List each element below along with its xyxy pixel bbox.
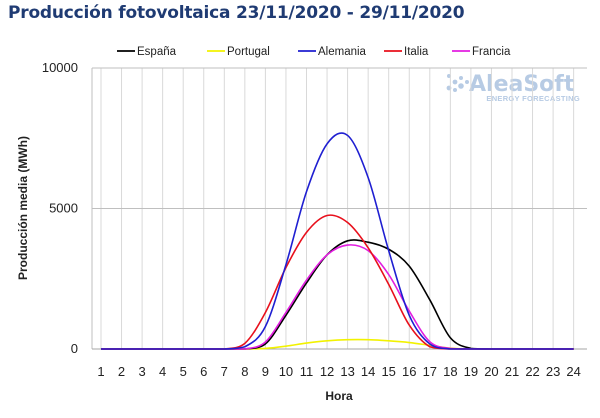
x-tick-label: 1: [97, 364, 104, 379]
x-tick-label: 20: [484, 364, 498, 379]
y-tick-label: 0: [71, 341, 78, 356]
legend-item-italia: Italia: [384, 46, 429, 58]
legend-item-alemania: Alemania: [298, 46, 367, 58]
x-tick-label: 7: [221, 364, 228, 379]
y-tick-labels: 0 5000 10000: [42, 60, 78, 356]
x-tick-label: 19: [464, 364, 478, 379]
legend-item-francia: Francia: [452, 46, 511, 58]
x-tick-label: 10: [279, 364, 293, 379]
legend-item-espana: España: [117, 46, 177, 58]
x-tick-label: 6: [200, 364, 207, 379]
legend-label: Italia: [404, 46, 429, 58]
x-tick-label: 23: [546, 364, 560, 379]
x-tick-labels: 1 2 3 4 5 6 7 8 9 10 11 12 13 14 15 16 17 18 19 20 21 22 23 24: [97, 364, 581, 379]
aleasoft-logo-subtitle: ENERGY FORECASTING: [486, 94, 580, 103]
x-axis-title: Hora: [325, 389, 353, 403]
x-tick-label: 24: [566, 364, 580, 379]
y-tick-label: 10000: [42, 60, 78, 75]
x-tick-label: 8: [241, 364, 248, 379]
x-tick-label: 12: [320, 364, 334, 379]
x-tick-label: 5: [180, 364, 187, 379]
x-tick-label: 2: [118, 364, 125, 379]
aleasoft-logo-text: AleaSoft: [469, 72, 575, 97]
x-tick-label: 15: [381, 364, 395, 379]
legend-label: Portugal: [227, 46, 270, 58]
x-tick-label: 3: [138, 364, 145, 379]
legend-label: Francia: [472, 46, 511, 58]
y-tick-label: 5000: [49, 201, 78, 216]
legend-item-portugal: Portugal: [207, 46, 270, 58]
x-tick-label: 9: [262, 364, 269, 379]
chart-title: Producción fotovoltaica 23/11/2020 - 29/…: [8, 3, 465, 23]
x-tick-label: 18: [443, 364, 457, 379]
x-tick-label: 4: [159, 364, 166, 379]
series-lines: [101, 132, 574, 350]
legend: España Portugal Alemania Italia Francia: [117, 46, 511, 58]
x-tick-label: 21: [505, 364, 519, 379]
legend-label: Alemania: [318, 46, 367, 58]
x-tick-label: 14: [361, 364, 375, 379]
x-tick-label: 17: [423, 364, 437, 379]
grid-lines: [92, 67, 587, 350]
legend-label: España: [137, 46, 177, 58]
x-tick-label: 22: [525, 364, 539, 379]
x-tick-label: 11: [300, 364, 314, 379]
x-tick-label: 16: [402, 364, 416, 379]
series-line-alemania: [101, 132, 574, 350]
x-tick-label: 13: [340, 364, 354, 379]
y-axis-title: Producción media (MWh): [16, 136, 30, 280]
